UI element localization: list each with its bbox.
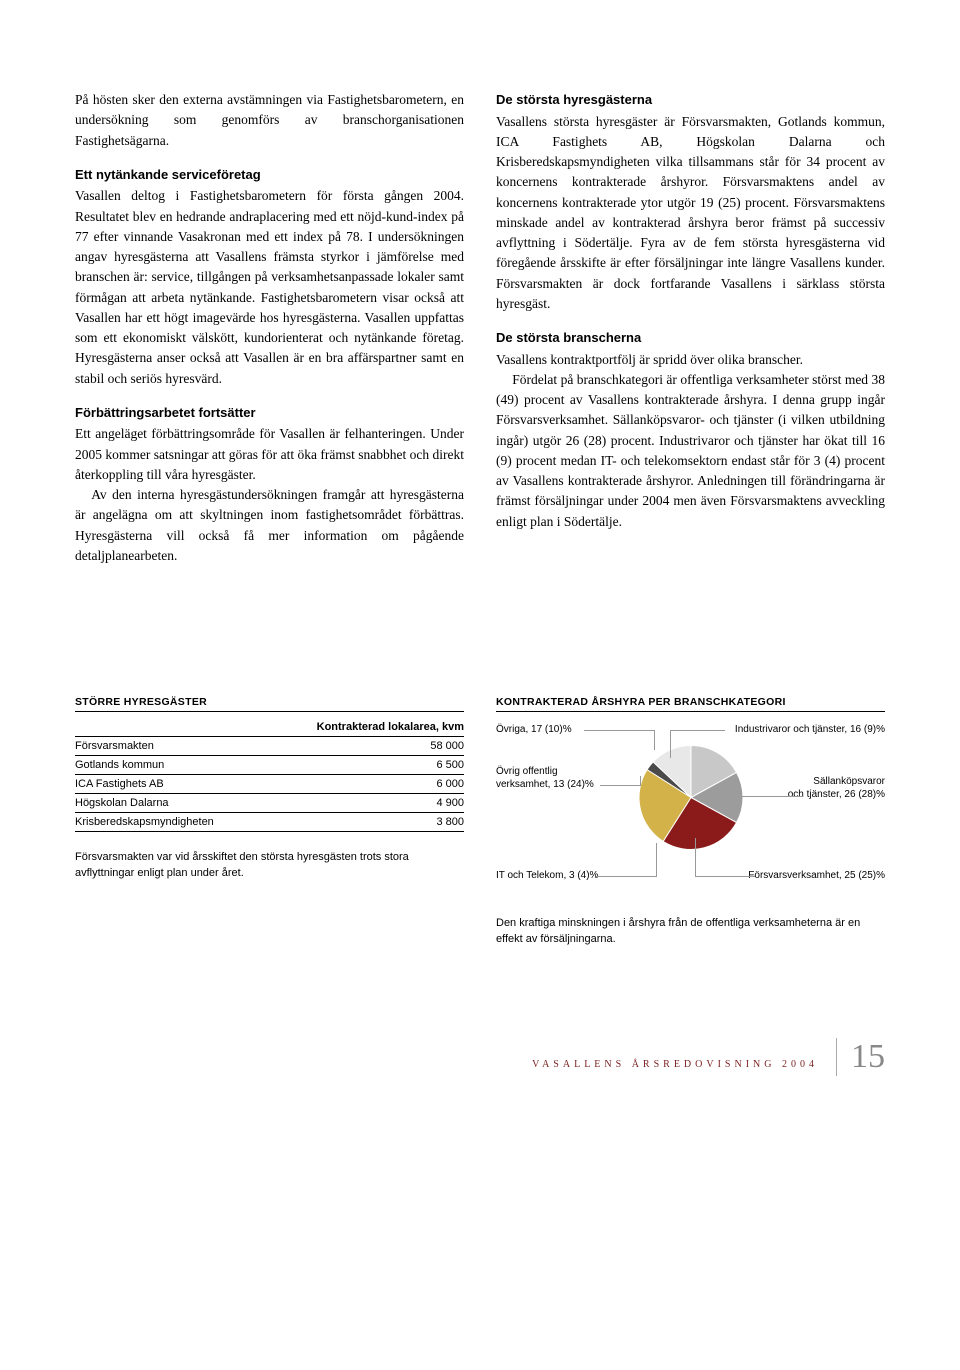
pie-label: Industrivaror och tjänster, 16 (9)% [735, 724, 885, 737]
table-column-header: Kontrakterad lokalarea, kvm [264, 718, 464, 737]
body-text: Av den interna hyresgästundersökningen f… [75, 485, 464, 566]
pie-label: Sällanköpsvaror och tjänster, 26 (28)% [788, 776, 885, 801]
tenant-area: 58 000 [264, 737, 464, 756]
table-footnote: Försvarsmakten var vid årsskiftet den st… [75, 850, 464, 882]
pie-svg-wrap [636, 743, 746, 856]
tenants-table: Kontrakterad lokalarea, kvm Försvarsmakt… [75, 718, 464, 832]
pie-chart: Övriga, 17 (10)% Övrig offentlig verksam… [496, 718, 885, 898]
tenant-name: Krisberedskapsmyndigheten [75, 813, 264, 832]
tenant-name: Försvarsmakten [75, 737, 264, 756]
leader-line [670, 730, 671, 758]
leader-line [670, 730, 725, 731]
left-column: På hösten sker den externa avstämningen … [75, 90, 464, 566]
pie-label: IT och Telekom, 3 (4)% [496, 870, 598, 883]
body-text: Ett angeläget förbättringsområde för Vas… [75, 424, 464, 485]
right-column: De största hyresgästerna Vasallens störs… [496, 90, 885, 566]
table-row: Högskolan Dalarna4 900 [75, 794, 464, 813]
table-row: Försvarsmakten58 000 [75, 737, 464, 756]
pie-svg [636, 743, 746, 853]
subheading: Förbättringsarbetet fortsätter [75, 403, 464, 423]
table-row: ICA Fastighets AB6 000 [75, 775, 464, 794]
page-number: 15 [836, 1038, 885, 1076]
page-footer: VASALLENS ÅRSREDOVISNING 2004 15 [75, 1038, 885, 1076]
tenants-table-section: STÖRRE HYRESGÄSTER Kontrakterad lokalare… [75, 696, 464, 948]
pie-label: Övrig offentlig verksamhet, 13 (24)% [496, 766, 594, 791]
leader-line [584, 730, 654, 731]
table-title: STÖRRE HYRESGÄSTER [75, 696, 464, 712]
leader-line [600, 785, 640, 786]
body-text: Fördelat på branschkategori är offentlig… [496, 370, 885, 532]
body-text: På hösten sker den externa avstämningen … [75, 90, 464, 151]
table-row: Gotlands kommun6 500 [75, 756, 464, 775]
body-text: Vasallens kontraktportfölj är spridd öve… [496, 350, 885, 370]
leader-line [654, 730, 655, 750]
leader-line [695, 876, 755, 877]
table-row: Krisberedskapsmyndigheten3 800 [75, 813, 464, 832]
pie-label: Försvarsverksamhet, 25 (25)% [748, 870, 885, 883]
subheading: De största hyresgästerna [496, 90, 885, 110]
leader-line [741, 796, 803, 797]
footer-text: VASALLENS ÅRSREDOVISNING 2004 [532, 1059, 818, 1070]
leader-line [656, 843, 657, 877]
tenant-name: Gotlands kommun [75, 756, 264, 775]
chart-title: KONTRAKTERAD ÅRSHYRA PER BRANSCHKATEGORI [496, 696, 885, 712]
tenant-name: Högskolan Dalarna [75, 794, 264, 813]
subheading: Ett nytänkande serviceföretag [75, 165, 464, 185]
tenant-area: 6 000 [264, 775, 464, 794]
pie-label: Övriga, 17 (10)% [496, 724, 572, 737]
body-text: Vasallens största hyresgäster är Försvar… [496, 112, 885, 315]
leader-line [695, 838, 696, 877]
body-text: Vasallen deltog i Fastighetsbarometern f… [75, 186, 464, 389]
subheading: De största branscherna [496, 328, 885, 348]
leader-line [596, 876, 656, 877]
tenant-name: ICA Fastighets AB [75, 775, 264, 794]
leader-line [640, 776, 641, 786]
tenant-area: 4 900 [264, 794, 464, 813]
tenant-area: 6 500 [264, 756, 464, 775]
chart-footnote: Den kraftiga minskningen i årshyra från … [496, 916, 885, 948]
tenant-area: 3 800 [264, 813, 464, 832]
pie-chart-section: KONTRAKTERAD ÅRSHYRA PER BRANSCHKATEGORI… [496, 696, 885, 948]
